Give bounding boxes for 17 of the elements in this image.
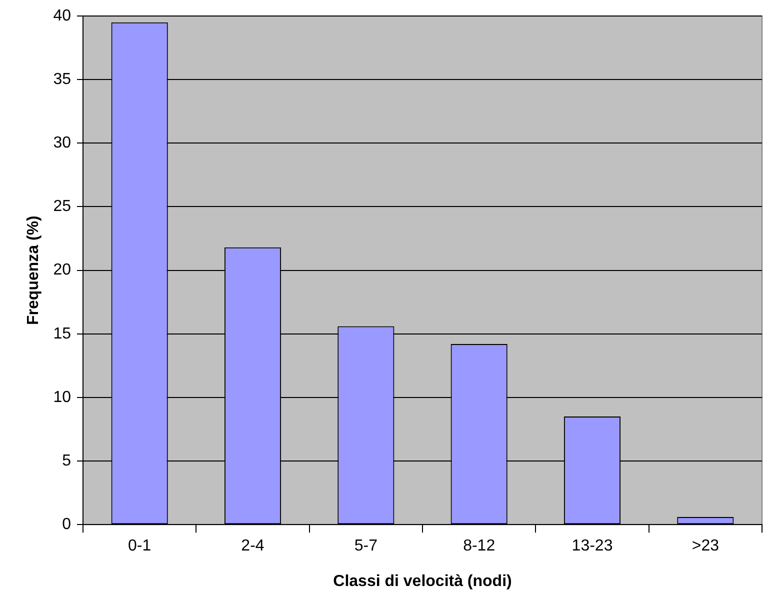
y-tick-label: 20 (53, 262, 72, 279)
x-tick-label: 2-4 (241, 538, 264, 555)
y-axis-title: Frequenza (%) (25, 216, 42, 325)
x-tick-label: 5-7 (354, 538, 378, 555)
x-tick-label: 13-23 (572, 538, 613, 555)
y-tick-label: 40 (53, 7, 72, 24)
x-tick-label: >23 (692, 538, 720, 555)
y-tick-label: 35 (53, 70, 72, 88)
y-tick-label: 15 (53, 325, 72, 342)
x-tick-label: 0-1 (128, 538, 152, 555)
x-tick-label: 8-12 (463, 538, 496, 555)
y-tick-label: 25 (53, 198, 72, 216)
y-tick-label: 0 (62, 516, 72, 534)
y-tick-label: 30 (53, 134, 72, 152)
y-tick-label: 10 (53, 388, 72, 406)
y-tick-label: 5 (62, 452, 72, 470)
x-axis-title: Classi di velocità (nodi) (333, 572, 512, 590)
